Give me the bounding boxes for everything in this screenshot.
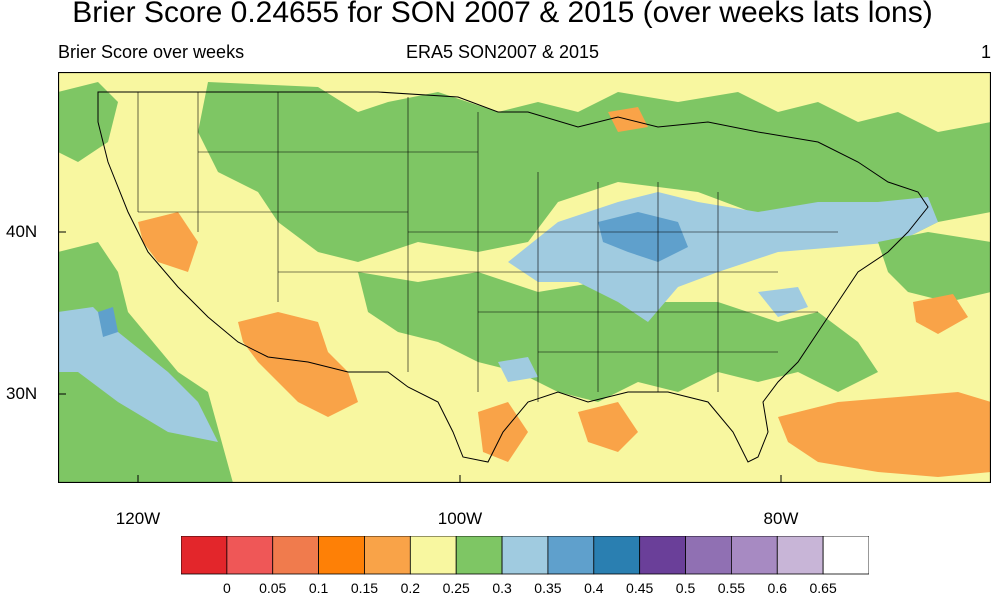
colorbar-tick-label: 0.25 [442, 580, 470, 596]
subtitle-left: Brier Score over weeks [58, 42, 245, 62]
colorbar-tick-label: 0.2 [400, 580, 421, 596]
colorbar-swatch [501, 536, 549, 575]
gulf-lightblue-patch [498, 357, 538, 382]
southern-green-region [358, 272, 878, 402]
colorbar-tick-label: 0.4 [584, 580, 604, 596]
southeast-lightblue-patch [758, 287, 808, 317]
colorbar-swatch [593, 536, 641, 575]
colorbar-swatch [455, 536, 503, 575]
colorbar-swatch [685, 536, 732, 575]
colorbar-swatch [822, 536, 869, 575]
pacific-blue-field [58, 307, 218, 442]
nevada-orange-patch [138, 212, 198, 272]
colorbar-tick-label: 0.6 [767, 580, 787, 596]
midwest-blue-core [598, 212, 688, 262]
subtitle-center: ERA5 SON2007 & 2015 [405, 42, 600, 62]
colorbar-tick-label: 0.65 [809, 580, 837, 596]
colorbar-tick-label: 0.05 [259, 580, 287, 596]
lat-label-30n: 30N [6, 384, 38, 403]
chart-title: Brier Score 0.24655 for SON 2007 & 2015 … [72, 0, 933, 29]
colorbar-swatch [318, 536, 365, 575]
colorbar-tick-label: 0.55 [717, 580, 746, 596]
lon-label-80w: 80W [763, 509, 799, 528]
state-boundaries [137, 92, 838, 402]
southwest-orange-region [238, 312, 358, 417]
atlantic-green-field [878, 232, 991, 302]
colorbar-tick-label: 0 [222, 580, 231, 596]
lon-label-120w: 120W [115, 509, 161, 528]
subtitle-right: 1 [980, 42, 991, 62]
colorbar-swatch [547, 536, 595, 575]
colorbar-tick-label: 0.5 [675, 580, 696, 596]
colorbar-swatch [364, 536, 411, 575]
colorbar-tick-label: 0.1 [308, 580, 329, 596]
colorbar-tick-label: 0.15 [350, 580, 379, 596]
us-outline [97, 91, 929, 463]
atlantic-orange-region [778, 392, 991, 477]
brier-score-map [58, 72, 991, 483]
colorbar-swatch [731, 536, 778, 575]
colorbar-tick-label: 0.35 [534, 580, 562, 596]
colorbar-tick-label: 0.3 [492, 580, 512, 596]
colorbar-tick-label: 0.45 [626, 580, 654, 596]
map-frame [58, 72, 991, 483]
colorbar-swatch [639, 536, 686, 575]
colorbar-swatch [776, 536, 824, 575]
lon-label-100w: 100W [437, 509, 483, 528]
colorbar-swatch [409, 536, 457, 575]
colorbar-swatch [181, 536, 228, 575]
axis-ticks [58, 231, 782, 483]
colorbar-swatch [226, 536, 274, 575]
colorbar-swatch [272, 536, 320, 575]
southwest-blue-patch [98, 307, 118, 337]
lat-label-40n: 40N [6, 222, 38, 241]
gulf-orange-patch-2 [578, 402, 638, 452]
atlantic-orange-patch [913, 294, 968, 334]
colorbar [181, 536, 869, 575]
